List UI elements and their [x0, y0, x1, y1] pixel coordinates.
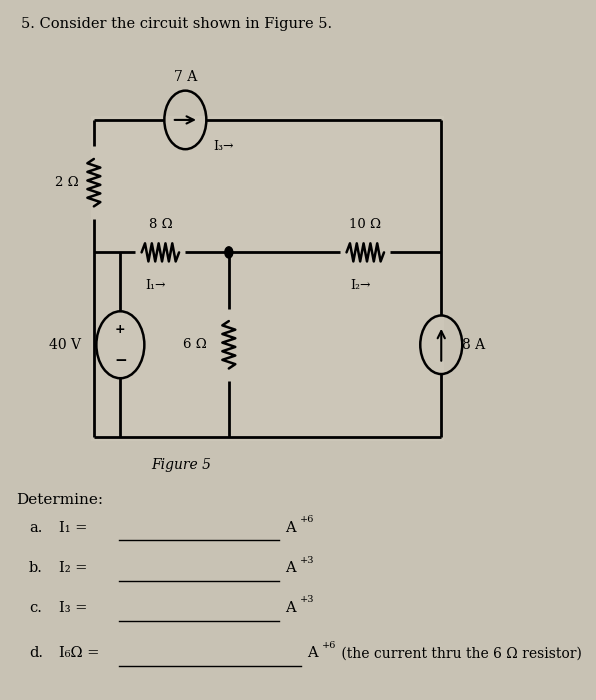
Text: A: A [285, 601, 296, 615]
Text: +3: +3 [300, 596, 314, 604]
Text: 40 V: 40 V [49, 338, 82, 352]
Text: 7 A: 7 A [173, 70, 197, 84]
Text: d.: d. [29, 646, 43, 660]
Circle shape [225, 247, 233, 258]
Text: −: − [114, 353, 127, 368]
Text: (the current thru the 6 Ω resistor): (the current thru the 6 Ω resistor) [337, 646, 582, 660]
Text: I₃→: I₃→ [213, 140, 233, 153]
Text: +: + [115, 323, 126, 336]
Text: I₆Ω =: I₆Ω = [59, 646, 100, 660]
Text: A: A [285, 561, 296, 575]
Text: +6: +6 [300, 515, 314, 524]
Text: a.: a. [29, 521, 42, 535]
Text: c.: c. [29, 601, 42, 615]
Text: Determine:: Determine: [16, 493, 104, 507]
Text: I₁ =: I₁ = [59, 521, 87, 535]
Text: 8 A: 8 A [462, 338, 485, 352]
Text: I₂ =: I₂ = [59, 561, 87, 575]
Text: 2 Ω: 2 Ω [55, 176, 79, 189]
Text: I₁→: I₁→ [145, 279, 166, 292]
Text: Figure 5: Figure 5 [151, 458, 212, 472]
Text: +3: +3 [300, 556, 314, 565]
Text: +6: +6 [322, 640, 337, 650]
Text: b.: b. [29, 561, 43, 575]
FancyBboxPatch shape [91, 116, 444, 440]
Text: 5. Consider the circuit shown in Figure 5.: 5. Consider the circuit shown in Figure … [21, 17, 333, 31]
Text: 6 Ω: 6 Ω [182, 338, 206, 351]
Text: A: A [308, 646, 318, 660]
Text: 8 Ω: 8 Ω [148, 218, 172, 232]
Text: 10 Ω: 10 Ω [349, 218, 381, 232]
Text: I₃ =: I₃ = [59, 601, 87, 615]
Text: I₂→: I₂→ [350, 279, 371, 292]
Text: A: A [285, 521, 296, 535]
